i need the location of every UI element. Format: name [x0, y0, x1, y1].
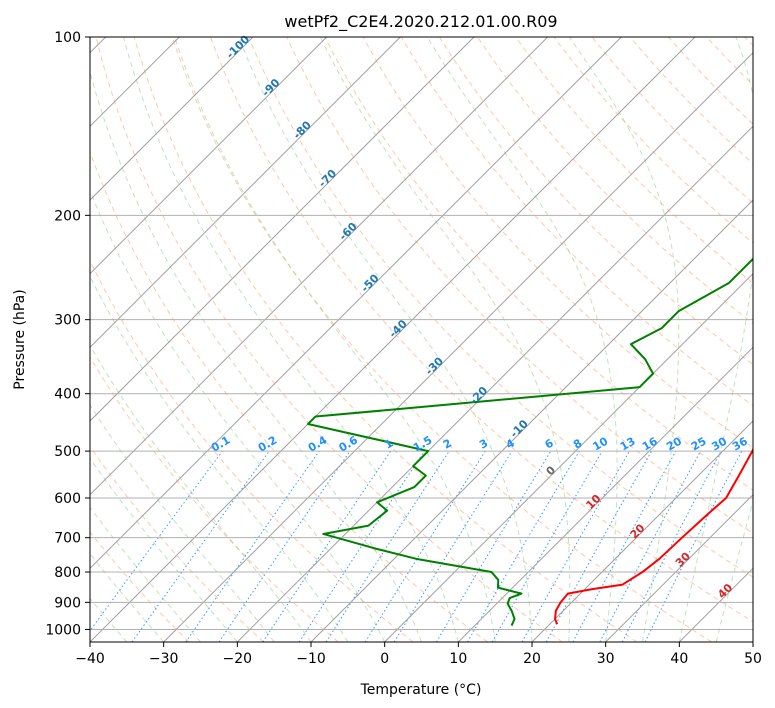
- mixing-ratio-line: [545, 450, 653, 642]
- y-tick-label: 300: [54, 313, 81, 329]
- isotherm-line: [90, 37, 328, 275]
- isotherm-line: [457, 346, 753, 642]
- axes: −40 −30 −20 −10 0 10 20 30 40 50 100 200 300 400 500 60…: [45, 30, 762, 667]
- mixing-ratio-line: [572, 450, 677, 642]
- isotherm-line: [531, 420, 753, 642]
- isotherm-line: [90, 37, 475, 422]
- x-tick-label: 30: [597, 651, 615, 667]
- x-tick-label: 40: [670, 651, 688, 667]
- x-tick-label: 50: [744, 651, 762, 667]
- x-tick-label: 0: [380, 651, 389, 667]
- isotherm-line: [605, 493, 753, 642]
- y-tick-label: 900: [54, 595, 81, 611]
- moist-adiabat-line: [678, 37, 753, 642]
- dry-adiabat-line: [90, 356, 339, 642]
- isotherm-line: [90, 37, 696, 642]
- moist-adiabat-line: [426, 37, 618, 642]
- moist-adiabat-line: [123, 37, 459, 642]
- sounding-profiles: [307, 257, 753, 626]
- mixing-ratio-line: [325, 450, 450, 642]
- moist-adiabat-line: [174, 37, 496, 642]
- temperature-profile-line: [554, 447, 753, 625]
- isotherm-line: [90, 37, 254, 201]
- moist-adiabat-line: [319, 37, 571, 642]
- dry-adiabat-line: [248, 37, 753, 578]
- chart-title: wetPf2_C2E4.2020.212.01.00.R09: [284, 12, 557, 32]
- moist-adiabat-line: [90, 70, 422, 642]
- dewpoint-profile-line: [307, 257, 753, 626]
- moist-adiabat-line: [90, 344, 312, 642]
- dry-adiabat-line: [439, 37, 753, 366]
- dry-adiabat-line: [324, 37, 753, 491]
- y-axis-label: Pressure (hPa): [12, 289, 28, 389]
- y-tick-label: 800: [54, 565, 81, 581]
- moist-adiabat-line: [238, 37, 533, 642]
- x-tick-label: 20: [523, 651, 541, 667]
- moist-adiabat-line: [90, 189, 386, 642]
- background-grid: [90, 37, 753, 642]
- mixing-ratio-line: [90, 450, 223, 632]
- isotherm-line: [163, 51, 753, 642]
- dry-adiabat-line: [133, 37, 638, 642]
- isotherm-line: [236, 125, 753, 642]
- mixing-ratio-line: [262, 450, 392, 642]
- dry-adiabat-line: [286, 37, 753, 534]
- x-axis-label: Temperature (°C): [360, 682, 482, 698]
- isotherm-line: [90, 37, 549, 496]
- x-tick-label: −40: [75, 651, 105, 667]
- y-tick-label: 500: [54, 444, 81, 460]
- isotherm-line: [90, 37, 622, 570]
- x-tick-label: −10: [296, 651, 326, 667]
- mixing-ratio-line: [185, 450, 320, 642]
- mixing-ratio-line: [218, 450, 351, 642]
- dry-adiabat-line: [90, 531, 190, 642]
- isotherm-line: [310, 199, 753, 642]
- dry-adiabat-line: [210, 37, 753, 623]
- y-tick-label: 400: [54, 387, 81, 403]
- x-tick-label: −20: [223, 651, 253, 667]
- mixing-ratio-line: [644, 450, 743, 642]
- y-tick-label: 700: [54, 531, 81, 547]
- mixing-ratio-line: [131, 450, 270, 642]
- y-tick-label: 100: [54, 30, 81, 46]
- isotherm-line: [384, 272, 753, 642]
- mixing-ratio-line: [521, 450, 630, 642]
- dry-adiabat-line: [400, 37, 753, 407]
- y-tick-label: 600: [54, 491, 81, 507]
- isotherm-line: [90, 37, 401, 349]
- y-tick-label: 1000: [45, 622, 81, 638]
- y-tick-label: 200: [54, 208, 81, 224]
- dry-adiabat-line: [95, 37, 563, 642]
- mixing-ratio-line: [393, 450, 513, 642]
- plot-frame: [89, 36, 754, 643]
- dry-adiabat-line: [90, 259, 414, 642]
- x-tick-label: −30: [149, 651, 179, 667]
- x-tick-label: 10: [449, 651, 467, 667]
- moist-adiabat-line: [568, 37, 680, 642]
